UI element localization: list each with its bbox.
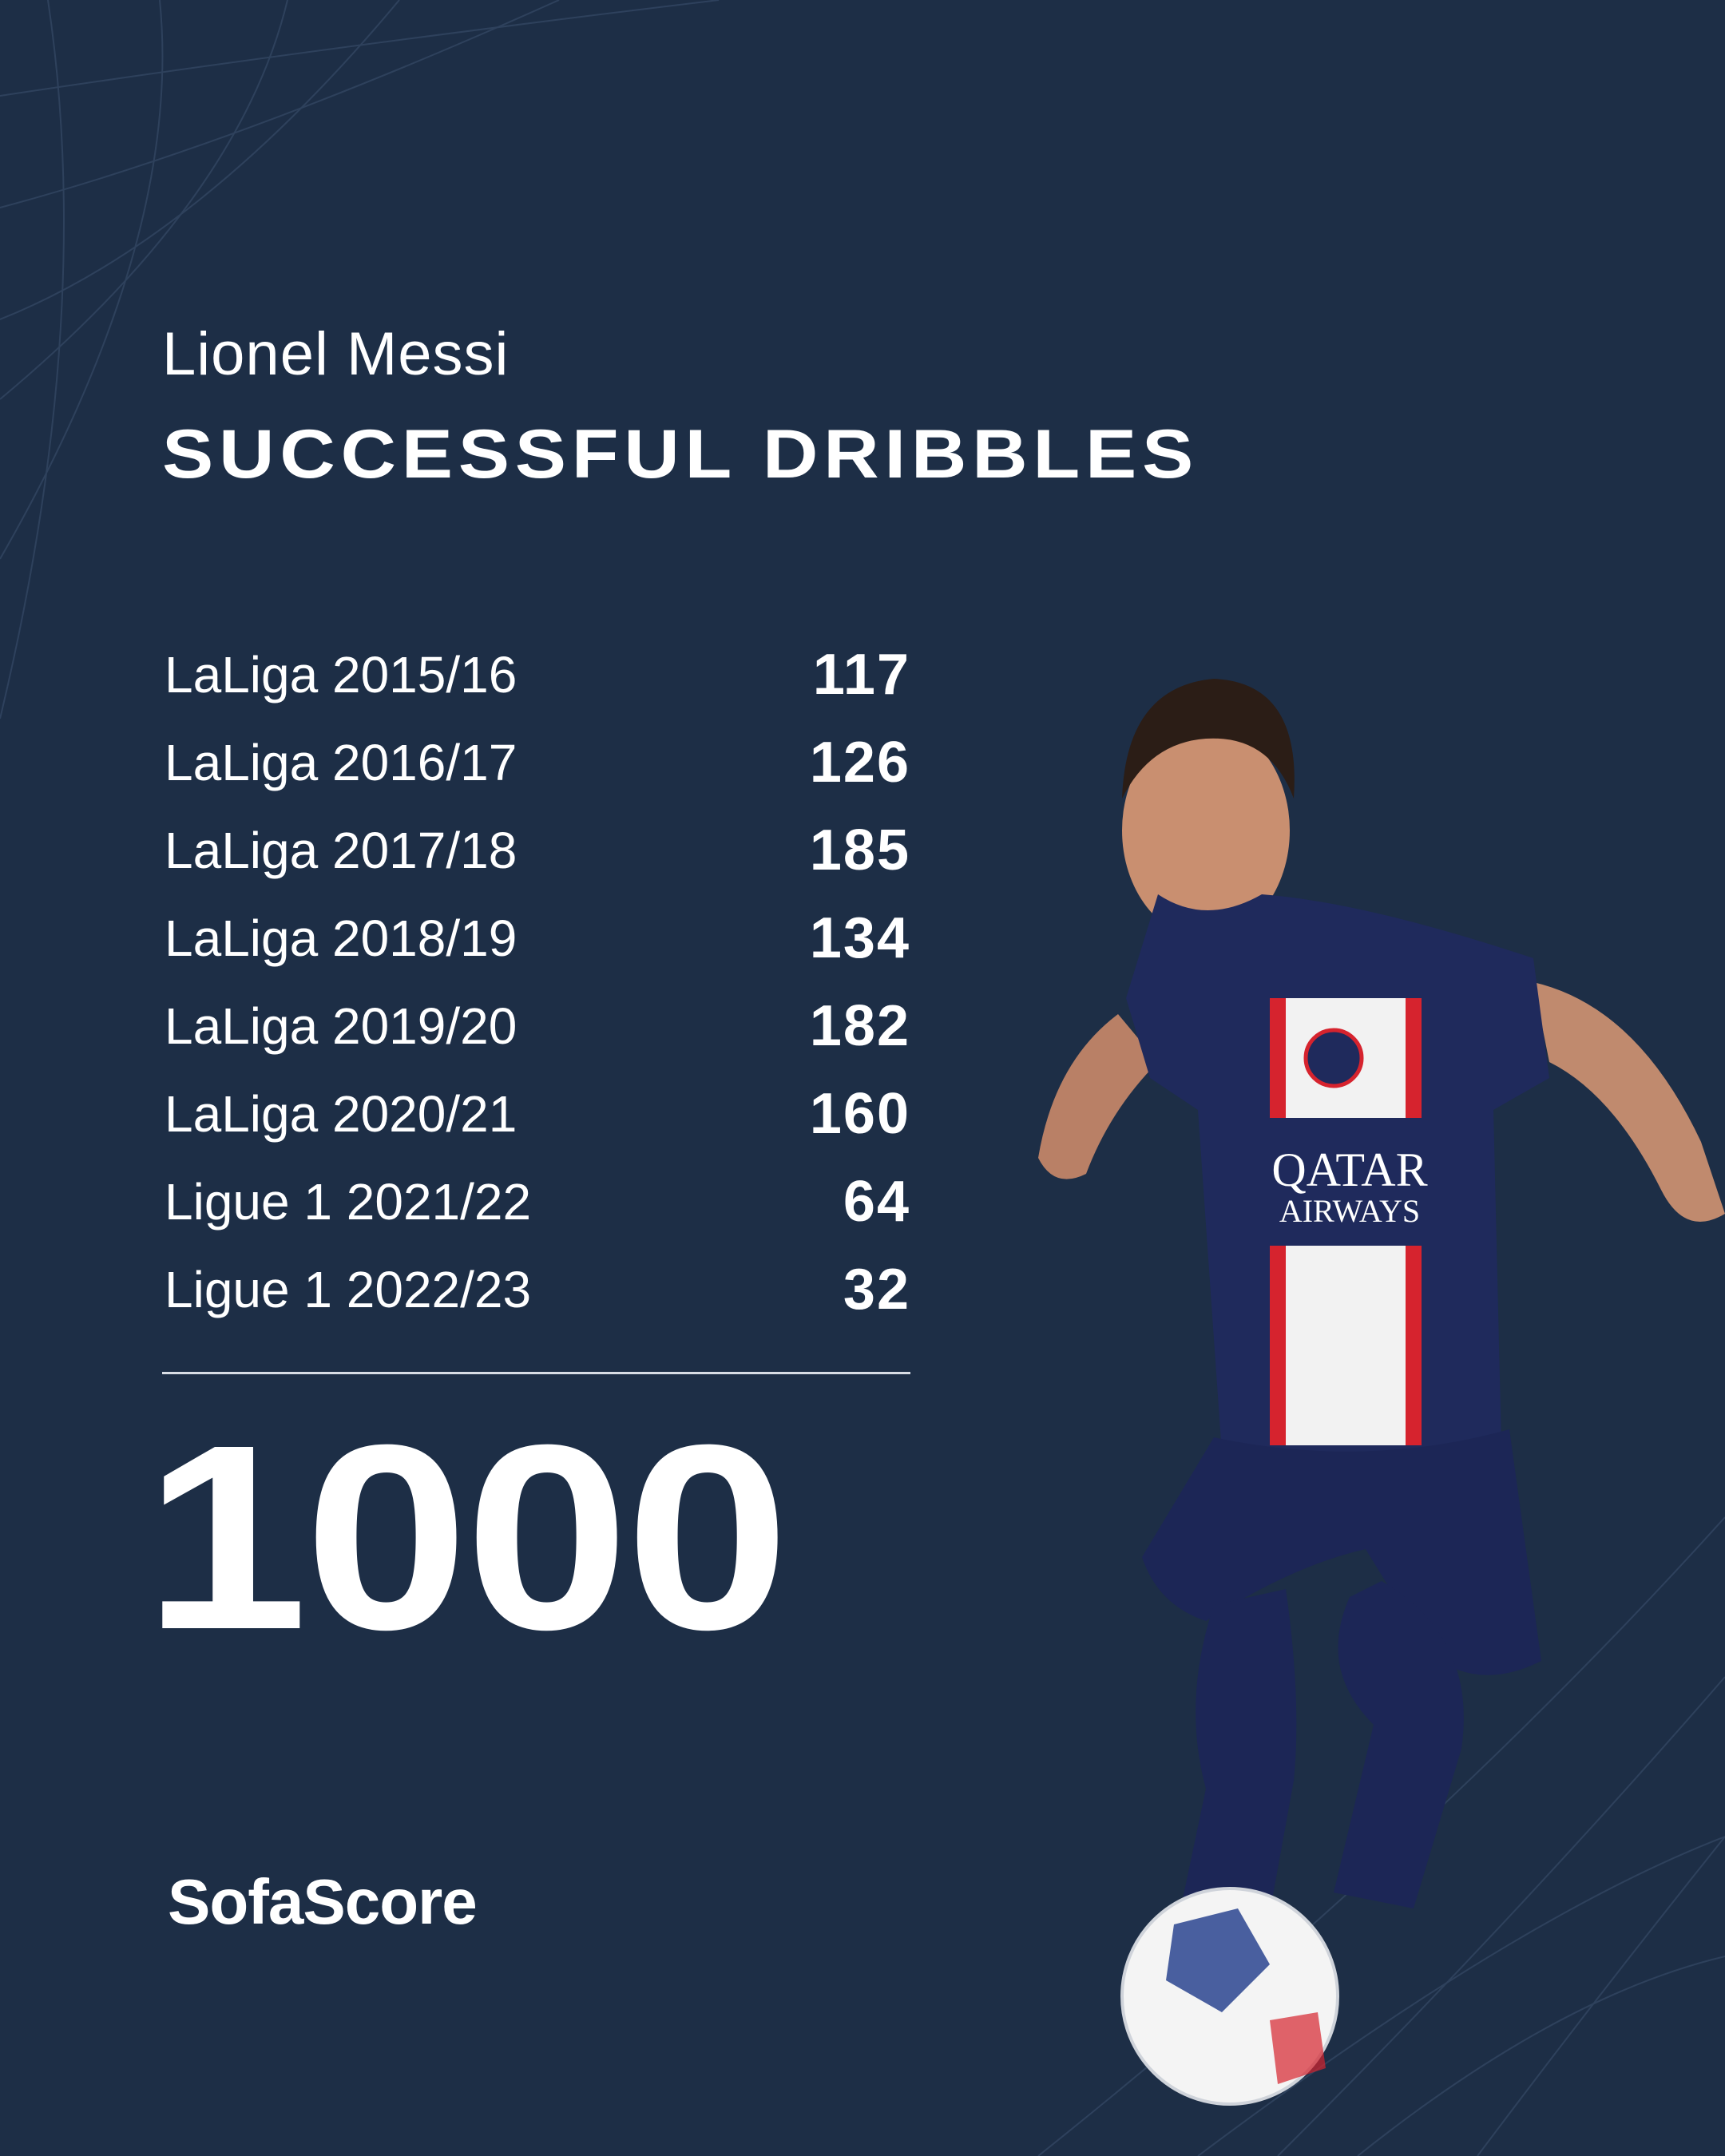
season-row: LaLiga 2017/18 185 <box>165 807 910 894</box>
player-hair <box>1122 679 1295 799</box>
season-value: 126 <box>809 731 910 795</box>
season-row: Ligue 1 2022/23 32 <box>165 1246 910 1334</box>
season-row: LaLiga 2015/16 117 <box>165 631 910 719</box>
season-stats-list: LaLiga 2015/16 117 LaLiga 2016/17 126 LaLi… <box>165 631 910 1334</box>
total-value: 1000 <box>144 1389 790 1684</box>
season-value: 117 <box>812 643 910 707</box>
jersey-sponsor: QATAR <box>1271 1143 1427 1196</box>
jersey-blue-band <box>1254 1118 1445 1246</box>
season-row: LaLiga 2019/20 182 <box>165 982 910 1070</box>
season-label: Ligue 1 2022/23 <box>165 1261 532 1318</box>
season-row: Ligue 1 2021/22 64 <box>165 1158 910 1246</box>
player-right-arm <box>1533 982 1725 1222</box>
player-shorts <box>1142 1429 1541 1675</box>
player-head <box>1122 723 1290 938</box>
season-label: LaLiga 2019/20 <box>165 997 518 1055</box>
season-label: LaLiga 2015/16 <box>165 646 518 703</box>
season-row: LaLiga 2018/19 134 <box>165 894 910 982</box>
season-value: 182 <box>809 994 910 1058</box>
season-value: 134 <box>809 906 910 970</box>
season-value: 32 <box>843 1258 910 1322</box>
player-right-leg <box>1334 1581 1464 1908</box>
season-label: Ligue 1 2021/22 <box>165 1173 532 1231</box>
football-panel <box>1166 1908 1270 2012</box>
divider <box>162 1372 910 1374</box>
season-label: LaLiga 2020/21 <box>165 1085 518 1143</box>
season-value: 160 <box>809 1082 910 1146</box>
player-left-leg <box>1174 1589 1297 1956</box>
season-label: LaLiga 2016/17 <box>165 734 518 791</box>
season-label: LaLiga 2018/19 <box>165 910 518 967</box>
season-row: LaLiga 2020/21 160 <box>165 1070 910 1158</box>
player-left-arm <box>1038 1014 1158 1179</box>
season-label: LaLiga 2017/18 <box>165 822 518 879</box>
stat-title: SUCCESSFUL DRIBBLES <box>162 416 1199 493</box>
season-value: 64 <box>843 1170 910 1234</box>
sofascore-logo: SofaScore <box>168 1866 478 1937</box>
psg-crest-icon <box>1303 1028 1364 1088</box>
jersey-sponsor-sub: AIRWAYS <box>1279 1193 1420 1229</box>
football-panel <box>1270 2012 1326 2084</box>
season-row: LaLiga 2016/17 126 <box>165 719 910 807</box>
player-name: Lionel Messi <box>162 320 510 388</box>
season-value: 185 <box>809 818 910 882</box>
player-photo: QATAR AIRWAYS <box>1038 679 1725 2106</box>
